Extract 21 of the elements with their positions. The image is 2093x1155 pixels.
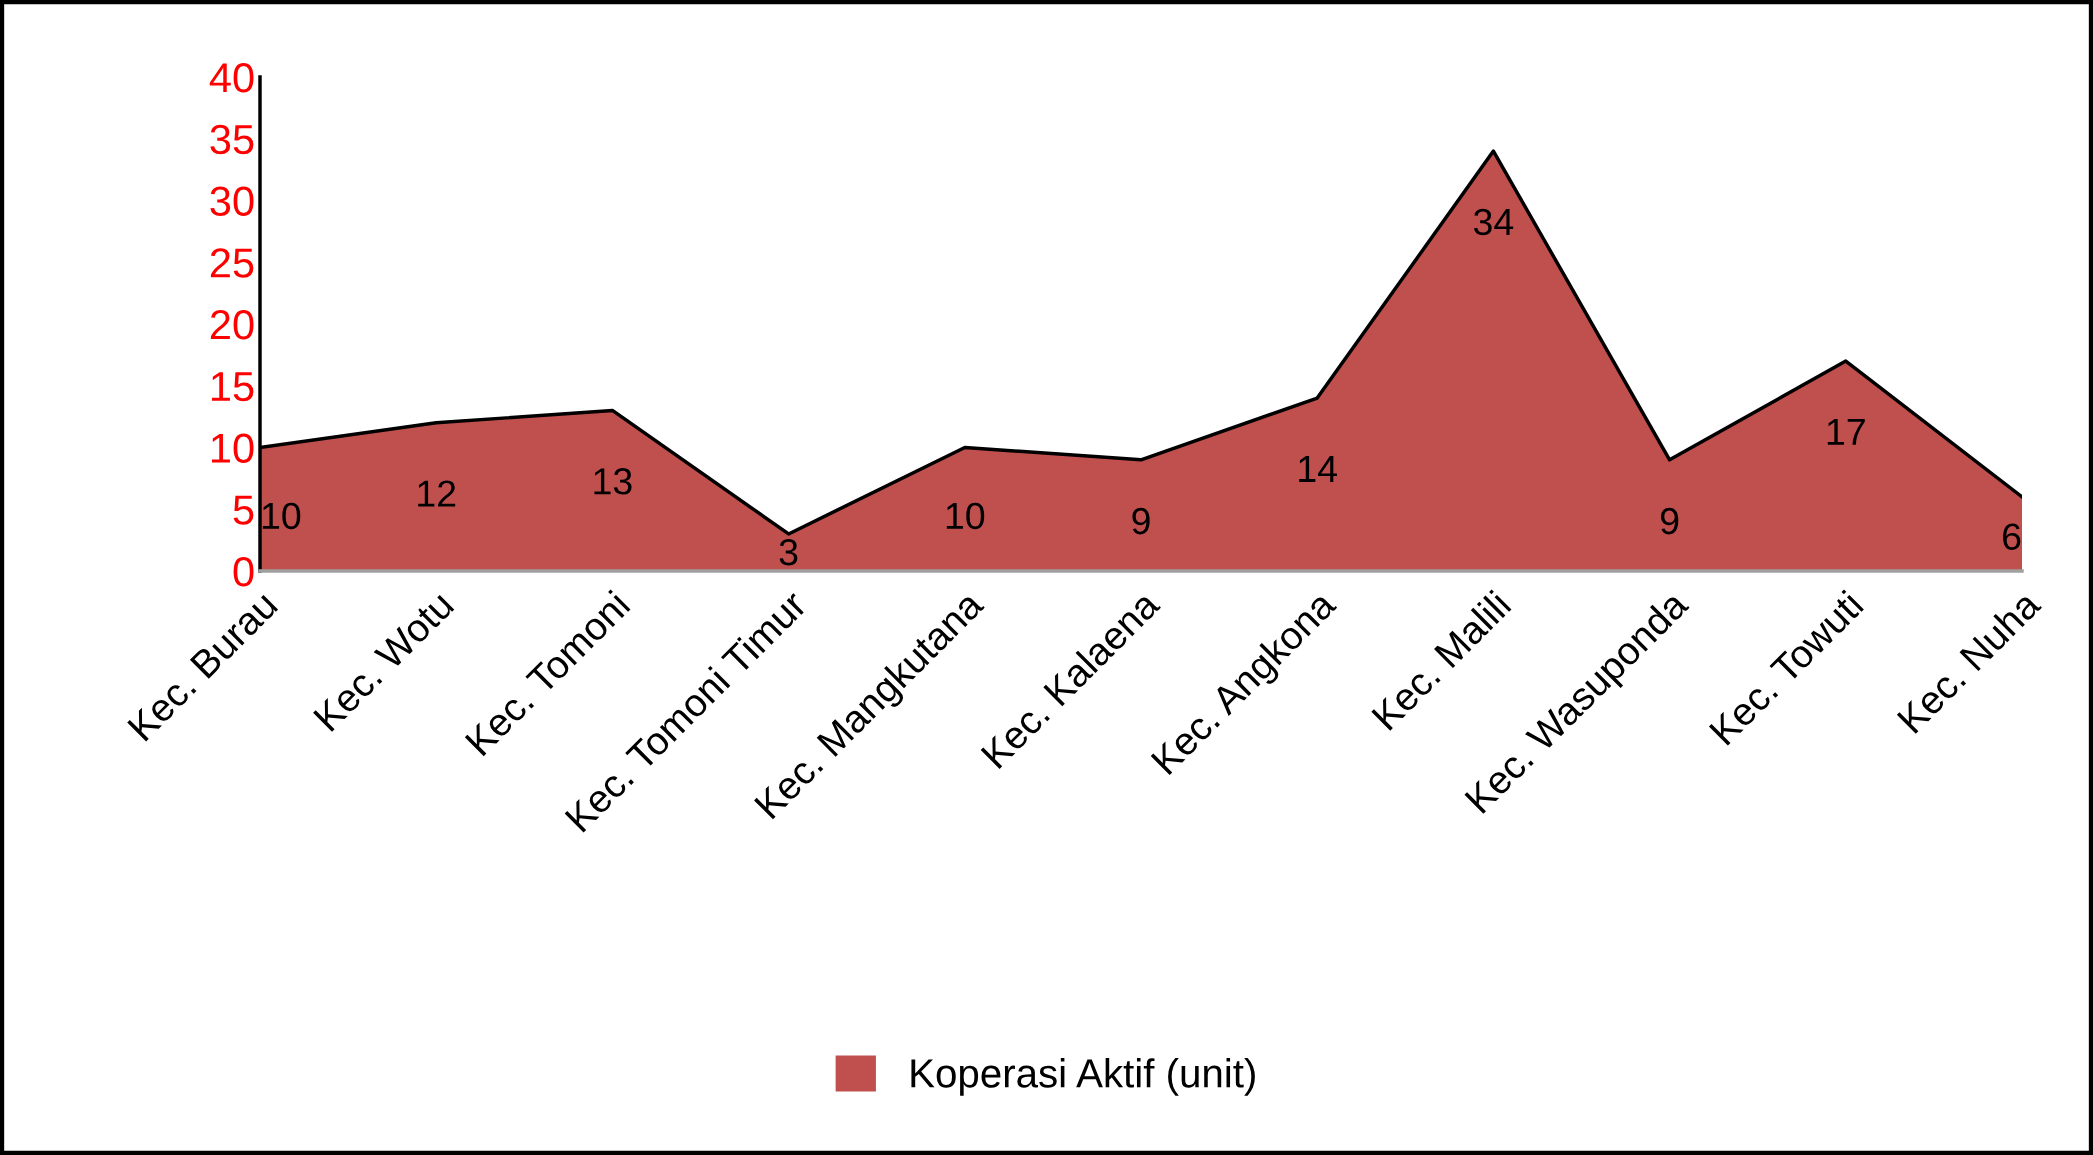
y-tick-label: 30 [210,186,254,217]
y-tick-label: 0 [233,557,254,587]
data-label: 6 [2003,523,2021,550]
data-label: 17 [1827,419,1865,445]
data-label: 13 [594,468,632,495]
data-label: 14 [1299,456,1337,482]
y-tick-label: 35 [210,124,254,155]
y-tick-label: 15 [211,372,254,402]
y-tick-label: 5 [233,495,254,525]
data-label: 10 [946,502,985,530]
y-tick-label: 10 [211,433,254,464]
data-label: 3 [779,538,798,566]
data-label: 12 [418,480,456,507]
data-label: 10 [262,502,301,530]
data-label: 9 [1660,507,1679,535]
data-label: 9 [1132,507,1150,535]
legend-label: Koperasi Aktif (unit) [911,1058,1255,1096]
y-tick-label: 40 [209,63,254,93]
y-tick-label: 25 [210,248,254,278]
y-tick-label: 20 [210,310,254,340]
data-label: 34 [1473,208,1514,236]
